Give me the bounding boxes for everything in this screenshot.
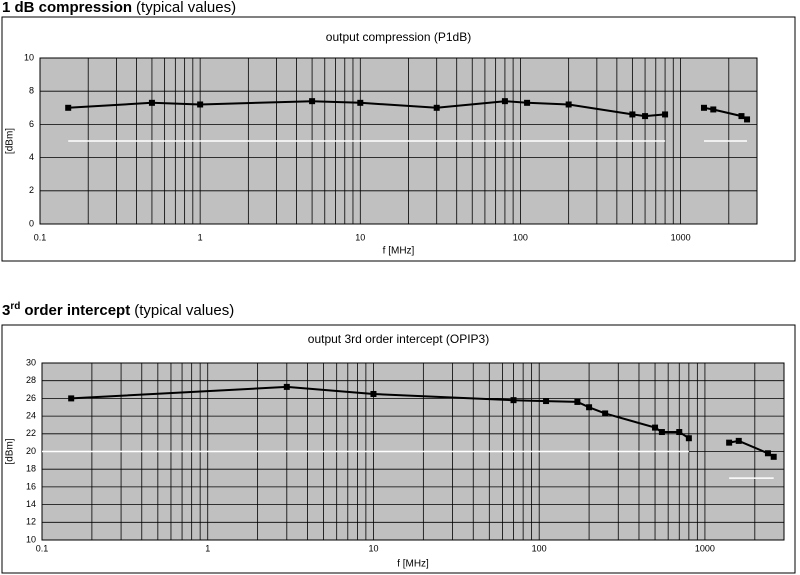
y-tick-label: 28: [26, 375, 36, 385]
y-tick-label: 4: [29, 152, 34, 162]
data-point: [433, 104, 440, 111]
y-axis-label: [dBm]: [5, 128, 16, 154]
y-tick-label: 30: [26, 357, 36, 367]
data-point: [148, 99, 155, 106]
data-point: [574, 398, 581, 405]
heading-part: (typical values): [136, 0, 236, 16]
data-point: [770, 453, 777, 460]
data-point: [735, 437, 742, 444]
heading-part: order intercept: [24, 302, 130, 319]
data-point: [642, 113, 649, 120]
reference-line: [42, 450, 774, 479]
y-tick-label: 0: [29, 218, 34, 228]
data-point: [676, 429, 683, 436]
x-tick-label: 1: [205, 543, 210, 553]
data-point: [658, 429, 665, 436]
heading-part: (typical values): [134, 302, 234, 319]
x-tick-label: 0.1: [36, 543, 49, 553]
y-tick-label: 24: [26, 410, 36, 420]
section-heading: 3rd order intercept (typical values): [2, 301, 234, 319]
data-point: [370, 390, 377, 397]
y-tick-label: 6: [29, 119, 34, 129]
data-point: [700, 104, 707, 111]
data-point: [685, 435, 692, 442]
plot-border: [39, 57, 758, 225]
y-axis-label: [dBm]: [5, 438, 16, 464]
heading-part: rd: [10, 301, 20, 312]
data-point: [68, 395, 75, 402]
x-tick-label: 10: [368, 543, 378, 553]
y-tick-label: 14: [26, 499, 36, 509]
data-point: [602, 410, 609, 417]
y-tick-label: 10: [24, 52, 34, 62]
data-point: [652, 424, 659, 431]
data-point: [357, 99, 364, 106]
data-point: [738, 113, 745, 120]
y-tick-label: 26: [26, 393, 36, 403]
data-point: [744, 116, 751, 123]
y-tick-label: 22: [26, 428, 36, 438]
y-tick-label: 12: [26, 517, 36, 527]
y-tick-label: 2: [29, 185, 34, 195]
x-tick-label: 1000: [671, 232, 691, 242]
data-point: [524, 99, 531, 106]
data-point: [197, 101, 204, 108]
y-tick-label: 18: [26, 464, 36, 474]
y-tick-label: 16: [26, 481, 36, 491]
data-point: [283, 383, 290, 390]
y-tick-label: 10: [26, 534, 36, 544]
x-tick-label: 0.1: [34, 232, 47, 242]
data-point: [543, 398, 550, 405]
data-point: [501, 98, 508, 105]
data-point: [586, 404, 593, 411]
x-tick-label: 100: [532, 543, 547, 553]
chart-title: output 3rd order intercept (OPIP3): [308, 332, 489, 346]
data-point: [629, 111, 636, 118]
heading-part: 3: [2, 302, 10, 319]
x-axis-label: f [MHz]: [397, 559, 429, 570]
data-point: [510, 397, 517, 404]
x-tick-label: 10: [355, 232, 365, 242]
data-point: [726, 439, 733, 446]
chart-title: output compression (P1dB): [326, 30, 471, 44]
x-axis-label: f [MHz]: [383, 246, 415, 257]
data-point: [764, 450, 771, 457]
data-point: [565, 101, 572, 108]
data-point: [309, 98, 316, 105]
y-tick-label: 8: [29, 86, 34, 96]
x-tick-label: 100: [513, 232, 528, 242]
data-point: [710, 106, 717, 113]
data-point: [65, 104, 72, 111]
heading-part: 1 dB compression: [2, 0, 132, 16]
x-tick-label: 1: [198, 232, 203, 242]
section-heading: 1 dB compression (typical values): [2, 0, 236, 16]
data-point: [662, 111, 669, 118]
y-tick-label: 20: [26, 446, 36, 456]
x-tick-label: 1000: [695, 543, 715, 553]
